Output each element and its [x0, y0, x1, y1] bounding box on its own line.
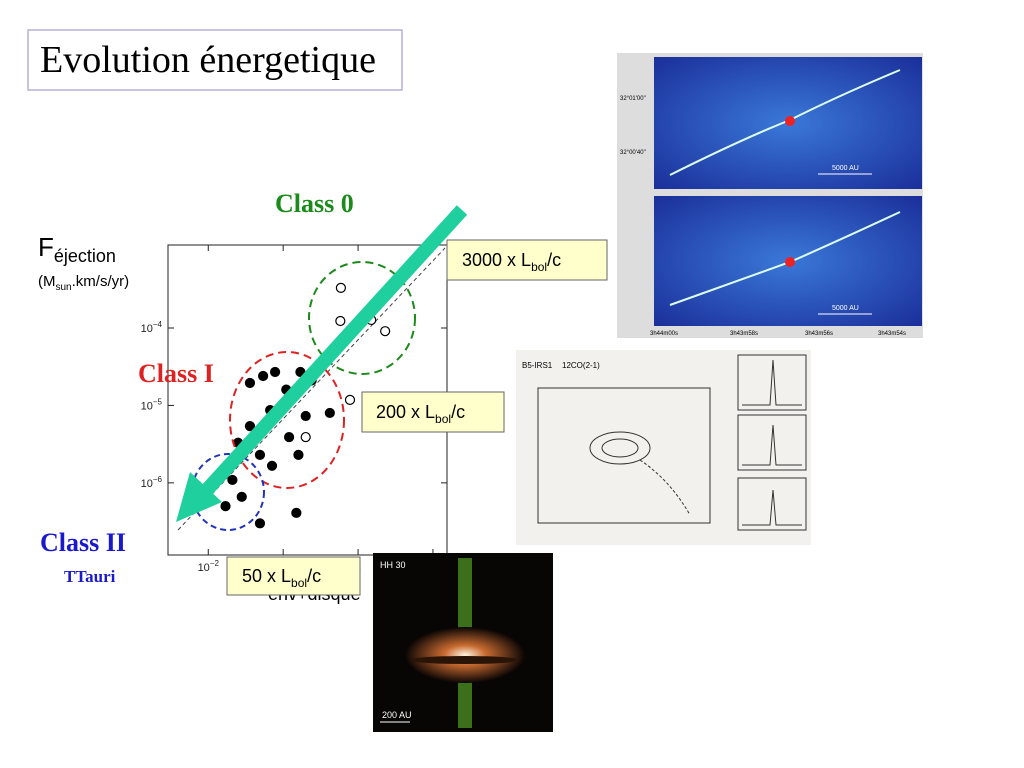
image-label: 3h44m00s	[650, 331, 678, 337]
tick-exponent: −6	[153, 475, 163, 484]
label-sub: sun	[56, 282, 72, 293]
tick-label: 10−4	[141, 320, 163, 335]
data-point	[244, 421, 256, 432]
data-point	[269, 366, 281, 378]
class1-region	[229, 351, 345, 489]
data-point	[300, 410, 311, 422]
evolution-arrowhead	[176, 472, 222, 522]
y-axis-unit: (Msun.km/s/yr)	[38, 273, 129, 293]
data-point	[344, 394, 356, 405]
label-text: .km/s/yr)	[72, 273, 130, 290]
class0-region	[308, 261, 416, 375]
box-sub: bol	[531, 260, 547, 274]
image-label: 32°00'40"	[620, 150, 646, 156]
data-point	[293, 449, 304, 460]
label-text: (M	[38, 273, 56, 290]
image-label: 3h43m56s	[805, 331, 833, 337]
tick-label: 10−5	[141, 397, 163, 412]
data-point	[300, 431, 311, 443]
tick-label: 10−2	[198, 559, 220, 574]
ratio-box: 3000 x Lbol/c	[446, 239, 608, 281]
box-text: 3000 x L	[462, 250, 531, 270]
ratio-box: 200 x Lbol/c	[361, 391, 505, 433]
ratio-text: 50 x Lbol/c	[242, 566, 321, 590]
ratio-text: 3000 x Lbol/c	[462, 250, 561, 274]
class-sublabel: TTauri	[64, 567, 116, 586]
image-label: B5-IRS1	[522, 361, 553, 370]
class-label: Class 0	[275, 189, 354, 218]
data-point	[244, 377, 256, 389]
title-box	[27, 29, 403, 91]
ratio-text: 200 x Lbol/c	[376, 402, 465, 426]
image-label: 12CO(2-1)	[562, 361, 600, 370]
image-label: 200 AU	[382, 710, 412, 720]
data-point	[266, 460, 278, 471]
evolution-arrow	[199, 205, 468, 497]
box-text: /c	[307, 566, 321, 586]
image-label: HH 30	[380, 560, 406, 570]
spectrum-image: B5-IRS1 12CO(2-1)	[516, 350, 811, 545]
tick-exponent: −4	[153, 320, 163, 329]
box-text: /c	[547, 250, 561, 270]
image-label: 32°01'00"	[620, 96, 646, 102]
data-point	[254, 449, 266, 460]
data-point	[335, 315, 346, 327]
data-point	[324, 407, 335, 419]
data-point	[335, 282, 346, 293]
image-label: 3h43m54s	[878, 331, 906, 337]
label-text: F	[38, 232, 54, 262]
data-point	[254, 518, 266, 529]
ratio-box: 50 x Lbol/c	[226, 556, 361, 596]
class-label: Class II	[40, 528, 126, 557]
box-text: 50 x L	[242, 566, 291, 586]
image-label: 5000 AU	[832, 165, 859, 172]
data-point	[258, 370, 269, 382]
data-point	[236, 491, 247, 502]
slide-title: Evolution énergetique	[40, 39, 376, 81]
data-point	[227, 474, 238, 486]
box-sub: bol	[435, 412, 451, 426]
box-text: /c	[451, 402, 465, 422]
tick-exponent: −2	[210, 559, 220, 568]
data-point	[291, 507, 302, 518]
tick-exponent: −5	[153, 397, 163, 406]
data-point	[283, 431, 295, 443]
data-point	[380, 326, 391, 337]
label-sub: éjection	[54, 246, 116, 266]
box-text: 200 x L	[376, 402, 435, 422]
tick-base: 10	[198, 562, 210, 574]
tick-base: 10	[141, 400, 153, 412]
tick-label: 10−6	[141, 475, 163, 490]
tick-base: 10	[141, 323, 153, 335]
class-label: Class I	[138, 359, 214, 388]
image-label: 5000 AU	[832, 305, 859, 312]
tick-base: 10	[141, 478, 153, 490]
y-axis-label: Féjection	[38, 232, 116, 266]
data-point	[220, 501, 231, 512]
class2-region	[191, 453, 265, 531]
box-sub: bol	[291, 576, 307, 590]
hh30-image: HH 30 200 AU	[373, 553, 553, 732]
image-label: 3h43m58s	[730, 331, 758, 337]
outflow-image: 5000 AU 5000 AU 32°01'00" 32°00'40" 3h44…	[617, 53, 923, 338]
